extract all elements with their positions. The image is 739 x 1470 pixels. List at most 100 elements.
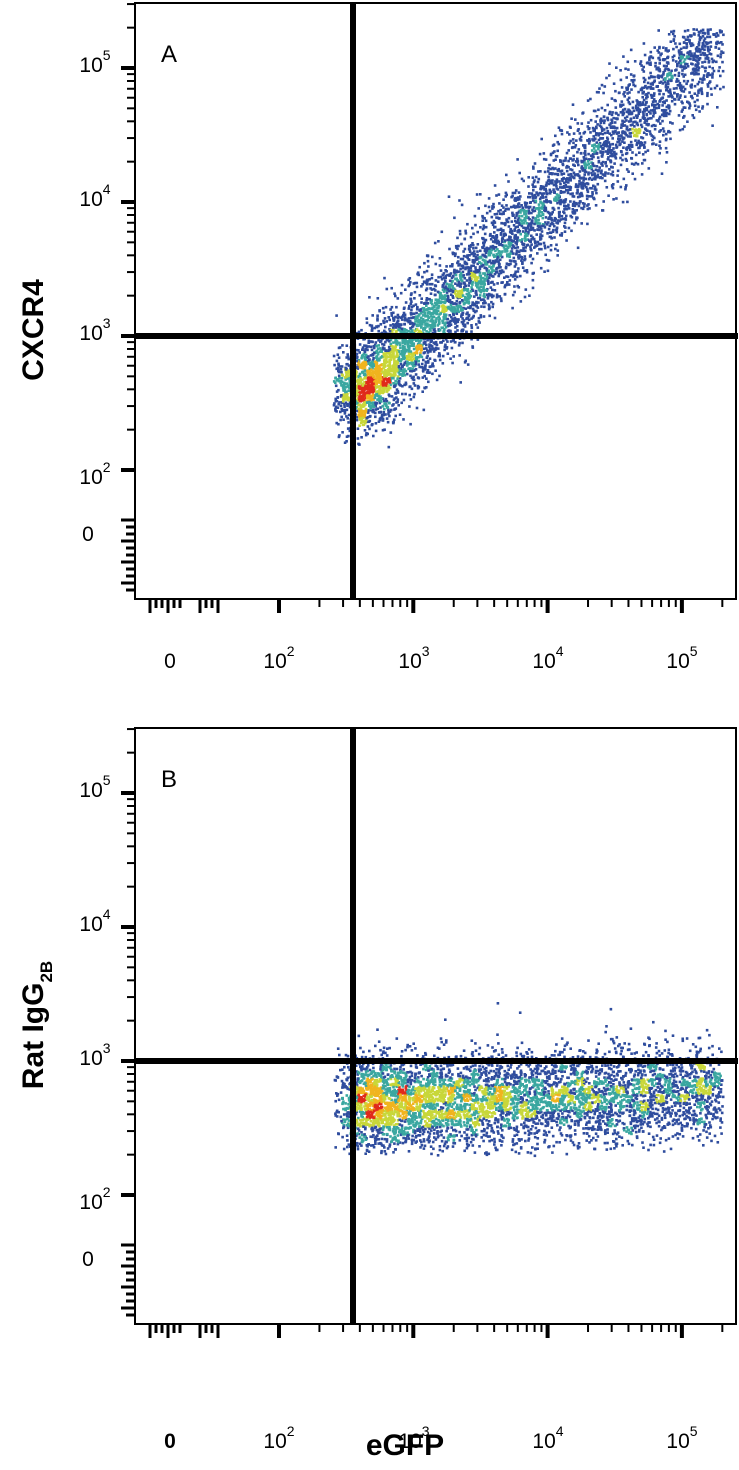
event-dot xyxy=(508,279,512,282)
event-dot xyxy=(374,379,378,382)
event-dot xyxy=(682,36,686,39)
event-dot xyxy=(525,222,528,225)
event-dot xyxy=(409,311,413,315)
event-dot xyxy=(383,399,386,403)
event-dot xyxy=(538,152,542,156)
event-dot xyxy=(411,352,415,355)
event-dot xyxy=(578,132,582,135)
event-dot xyxy=(377,379,381,383)
event-dot xyxy=(409,331,413,334)
event-dot xyxy=(510,274,513,277)
event-dot xyxy=(576,188,579,192)
event-dot xyxy=(380,355,384,358)
event-dot xyxy=(504,221,507,225)
event-dot xyxy=(469,245,472,248)
event-dot xyxy=(634,139,637,142)
event-dot xyxy=(605,76,608,80)
event-dot xyxy=(415,311,418,315)
event-dot xyxy=(649,132,652,136)
event-dot xyxy=(392,319,396,322)
event-dot xyxy=(563,181,566,185)
event-dot xyxy=(484,288,488,292)
event-dot xyxy=(511,213,514,216)
event-dot xyxy=(664,85,668,89)
event-dot xyxy=(492,236,496,239)
event-dot xyxy=(616,131,620,135)
event-dot xyxy=(546,179,550,183)
event-dot xyxy=(631,123,634,127)
event-dot xyxy=(447,195,451,198)
event-dot xyxy=(461,270,465,274)
event-dot xyxy=(543,246,547,250)
event-dot xyxy=(669,40,673,43)
event-dot xyxy=(459,282,463,285)
event-dot xyxy=(409,321,413,325)
event-dot xyxy=(425,356,429,359)
event-dot xyxy=(410,300,413,303)
event-dot xyxy=(684,62,687,66)
event-dot xyxy=(693,84,697,88)
event-dot xyxy=(669,121,672,124)
event-dot xyxy=(374,394,377,397)
event-dot xyxy=(502,270,505,274)
event-dot xyxy=(387,345,391,349)
event-dot xyxy=(372,344,376,348)
event-dot xyxy=(678,56,681,60)
event-dot xyxy=(665,161,668,164)
event-dot xyxy=(454,330,457,334)
event-dot xyxy=(367,360,371,364)
event-dot xyxy=(456,236,459,240)
event-dot xyxy=(678,96,682,99)
event-dot xyxy=(517,191,521,194)
event-dot xyxy=(642,65,645,69)
event-dot xyxy=(394,414,397,418)
event-dot xyxy=(701,65,704,68)
event-dot xyxy=(520,177,524,181)
event-dot xyxy=(671,96,674,99)
event-dot xyxy=(371,367,374,370)
event-dot xyxy=(370,371,373,375)
event-dot xyxy=(372,386,375,389)
event-dot xyxy=(391,345,394,348)
event-dot xyxy=(477,281,481,284)
event-dot xyxy=(548,224,552,228)
event-dot xyxy=(544,189,548,193)
event-dot xyxy=(702,53,705,56)
event-dot xyxy=(502,206,505,209)
event-dot xyxy=(586,207,590,211)
event-dot xyxy=(576,122,580,125)
event-dot xyxy=(654,143,658,146)
event-dot xyxy=(592,184,595,188)
event-dot xyxy=(594,137,597,140)
event-dot xyxy=(372,382,375,386)
event-dot xyxy=(472,254,476,258)
event-dot xyxy=(669,95,672,98)
event-dot xyxy=(536,228,539,231)
event-dot xyxy=(408,345,411,348)
event-dot xyxy=(448,300,451,303)
event-dot xyxy=(454,321,457,325)
event-dot xyxy=(507,180,510,183)
event-dot xyxy=(697,69,700,72)
event-dot xyxy=(683,29,687,33)
event-dot xyxy=(432,321,435,325)
event-dot xyxy=(590,167,594,171)
event-dot xyxy=(558,210,561,214)
event-dot xyxy=(344,401,348,405)
event-dot xyxy=(374,408,378,411)
event-dot xyxy=(514,233,517,237)
event-dot xyxy=(608,150,611,153)
event-dot xyxy=(630,79,633,82)
event-dot xyxy=(450,306,454,309)
event-dot xyxy=(673,35,676,38)
event-dot xyxy=(388,318,391,322)
event-dot xyxy=(426,314,429,318)
event-dot xyxy=(716,34,720,37)
event-dot xyxy=(686,29,690,32)
event-dot xyxy=(700,89,703,92)
event-dot xyxy=(625,159,628,162)
event-dot xyxy=(401,365,404,369)
event-dot xyxy=(571,204,575,207)
event-dot xyxy=(393,371,396,375)
event-dot xyxy=(578,179,581,183)
